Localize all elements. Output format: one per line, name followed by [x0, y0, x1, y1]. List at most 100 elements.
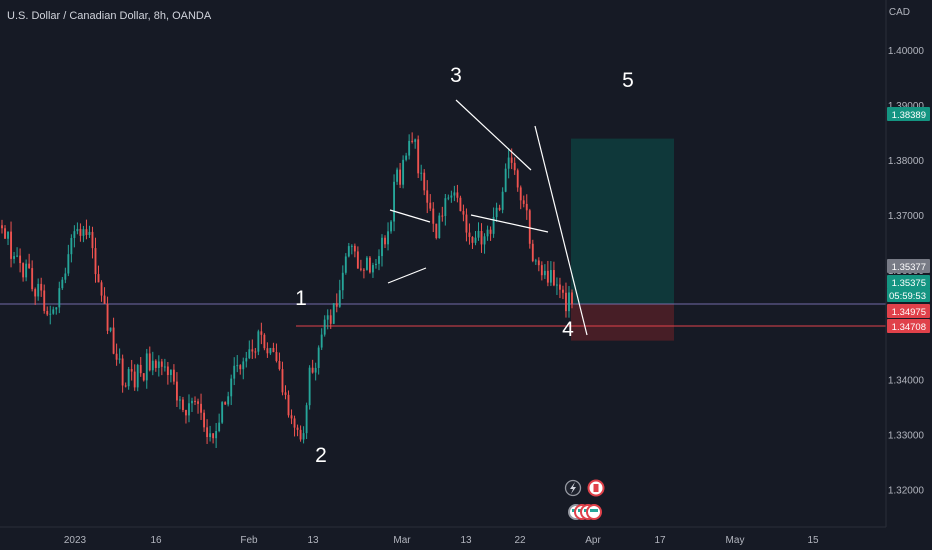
chart-title: U.S. Dollar / Canadian Dollar, 8h, OANDA [7, 10, 212, 22]
price-label-text: 05:59:53 [889, 291, 926, 302]
price-label-countdown: 05:59:53 [887, 288, 930, 302]
candle-body [212, 433, 215, 439]
candle [215, 422, 218, 449]
candle-body [139, 364, 142, 374]
candle [139, 357, 142, 377]
candle [405, 152, 408, 162]
candle-body [317, 347, 320, 368]
candle-body [562, 289, 564, 293]
candle [293, 415, 296, 437]
earnings-flag-icon [586, 504, 602, 520]
candle-body [396, 169, 399, 182]
candle-body [166, 366, 169, 376]
lightning-icon [564, 479, 582, 497]
candle [55, 307, 58, 315]
stop-zone [571, 303, 674, 341]
candle-body [507, 157, 510, 169]
candle-body [263, 334, 266, 349]
candle [100, 280, 103, 302]
candle [344, 253, 347, 275]
candle-body [191, 400, 193, 404]
candle-body [549, 270, 552, 283]
candle-body [266, 348, 269, 354]
candle [468, 223, 471, 245]
event-markers [564, 479, 605, 520]
candle-body [456, 192, 459, 198]
x-tick-label: May [726, 535, 745, 546]
candle-body [555, 284, 558, 286]
candle-body [179, 399, 181, 401]
candle-body [46, 310, 49, 315]
wave-label-3: 3 [450, 64, 462, 87]
candle [314, 362, 317, 381]
candle [462, 204, 465, 222]
candle [287, 390, 290, 418]
candle [115, 343, 118, 366]
candle-body [323, 319, 326, 335]
candle-body [100, 282, 103, 296]
candle-body [88, 231, 91, 235]
candle [236, 355, 239, 373]
candle-body [568, 292, 570, 312]
candle [477, 222, 480, 241]
candle [31, 260, 34, 292]
candle-body [203, 412, 205, 428]
candle [22, 262, 25, 282]
candle-body [175, 381, 178, 401]
candle-body [163, 366, 166, 368]
candle-body [516, 170, 519, 188]
candle-body [305, 405, 308, 434]
candle-body [432, 208, 435, 224]
price-label-text: 1.35377 [892, 262, 926, 273]
candle-body [483, 236, 486, 245]
profit-zone [571, 138, 674, 304]
candle [16, 247, 19, 258]
candle-body [79, 228, 82, 236]
candle-body [474, 237, 477, 243]
candle [562, 285, 564, 300]
candle [495, 202, 498, 222]
candle [275, 343, 278, 363]
candle [347, 242, 350, 258]
candle [7, 231, 9, 246]
candle [302, 426, 305, 444]
candle-body [462, 211, 465, 215]
candle-body [531, 243, 534, 262]
candle-body [169, 369, 172, 376]
candle [130, 359, 133, 381]
price-label-target: 1.38389 [887, 107, 930, 121]
candle [338, 279, 341, 308]
candle [179, 395, 181, 410]
horizontal-lines [0, 303, 886, 327]
candles [1, 132, 573, 449]
candle [390, 219, 392, 234]
candle-body [215, 431, 218, 439]
candle-body [293, 418, 296, 428]
y-tick-label: 1.39000 [888, 101, 925, 112]
candle [387, 222, 389, 251]
y-tick-label: 1.37000 [888, 211, 925, 222]
candle [37, 278, 40, 301]
candle [375, 259, 377, 269]
candle [40, 277, 43, 297]
candle [501, 187, 504, 214]
candle-body [94, 248, 97, 275]
candle-body [378, 256, 380, 264]
candle [58, 281, 61, 314]
candle-body [402, 159, 405, 185]
candle [474, 231, 477, 246]
candle-body [16, 255, 19, 257]
candle-body [311, 367, 314, 373]
candle [534, 258, 537, 265]
candle [260, 322, 263, 345]
candle-body [224, 402, 227, 405]
wave-label-2: 2 [315, 444, 327, 467]
candle-body [341, 272, 344, 291]
price-label-bg [887, 259, 930, 273]
candle [393, 174, 395, 232]
candle [299, 425, 302, 442]
candle-body [200, 403, 202, 413]
candle [106, 296, 109, 335]
